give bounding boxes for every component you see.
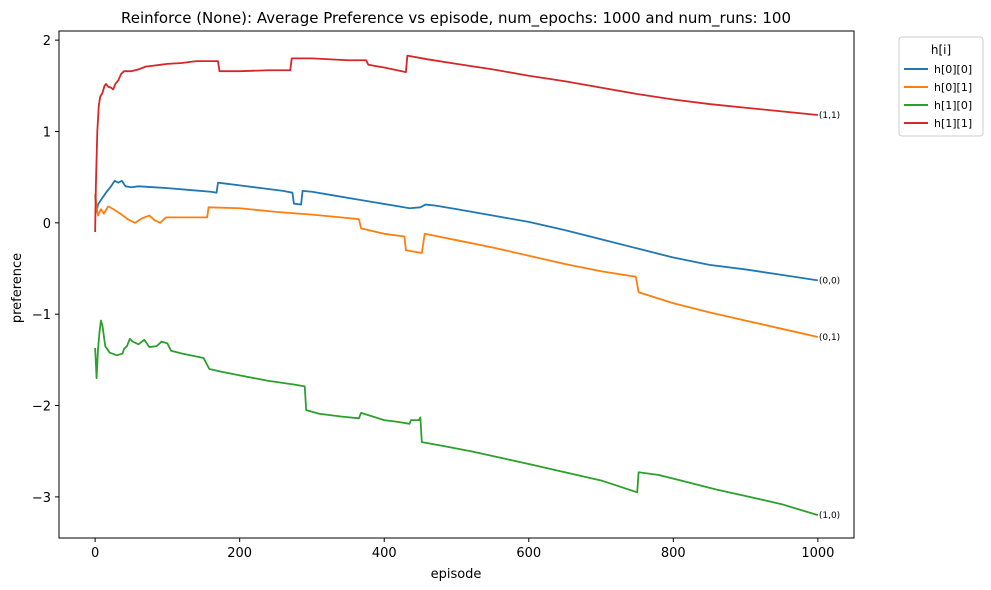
x-tick-label: 400	[372, 546, 397, 561]
plot-area	[58, 30, 855, 539]
end-label: (1,1)	[819, 111, 840, 121]
y-tick-label: −1	[32, 308, 51, 323]
y-tick-label: 1	[43, 125, 51, 140]
end-label: (0,0)	[819, 276, 840, 286]
legend: h[i] h[0][0] h[0][1] h[1][0] h[1][1]	[898, 36, 984, 137]
end-labels: (0,0) (0,1) (1,0) (1,1)	[819, 111, 840, 521]
y-tick-label: −2	[32, 400, 51, 415]
y-axis: −3 −2 −1 0 1 2	[32, 34, 59, 506]
x-tick-label: 0	[91, 546, 99, 561]
x-axis-label: episode	[431, 567, 482, 582]
y-tick-label: 0	[43, 217, 51, 232]
legend-box	[898, 36, 984, 137]
y-tick-label: 2	[43, 34, 51, 49]
end-label: (1,0)	[819, 511, 840, 521]
legend-entry: h[1][1]	[934, 117, 972, 130]
series-line-h[0][1]	[94, 193, 819, 338]
x-tick-label: 200	[227, 546, 252, 561]
series-line-h[1][0]	[94, 319, 819, 517]
x-axis: 0 200 400 600 800 1000	[91, 538, 834, 561]
legend-entry: h[0][0]	[934, 63, 972, 76]
x-tick-label: 600	[516, 546, 541, 561]
legend-title: h[i]	[931, 43, 951, 57]
x-tick-label: 800	[661, 546, 686, 561]
chart-title: Reinforce (None): Average Preference vs …	[121, 9, 791, 28]
y-tick-label: −3	[32, 491, 51, 506]
x-tick-label: 1000	[801, 546, 834, 561]
end-label: (0,1)	[819, 333, 840, 343]
legend-entry: h[0][1]	[934, 81, 972, 94]
legend-entry: h[1][0]	[934, 99, 972, 112]
y-axis-label: preference	[10, 253, 25, 323]
series-line-h[0][0]	[94, 179, 818, 282]
series-line-h[1][1]	[94, 54, 818, 232]
series-lines	[94, 54, 819, 517]
